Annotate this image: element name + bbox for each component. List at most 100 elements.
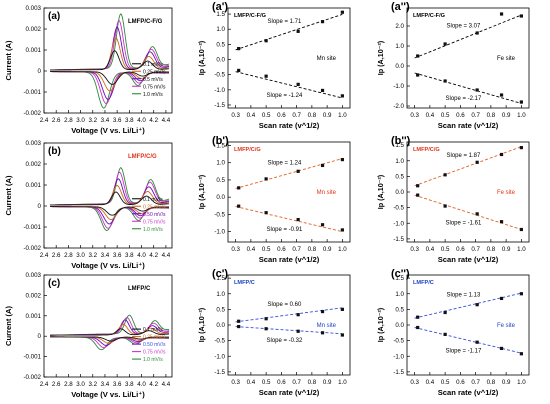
x-tick-label: 0.3 (410, 379, 419, 386)
x-tick-label: 0.4 (247, 112, 256, 119)
y-tick-label: -1.5 (393, 236, 404, 243)
plot-frame (227, 7, 351, 109)
data-point (499, 296, 504, 301)
data-point (340, 157, 344, 162)
panel-label: (a'') (391, 1, 410, 13)
y-tick-label: 0.5 (395, 173, 404, 180)
plot-frame (43, 7, 173, 114)
y-tick-label: 0.002 (26, 161, 42, 168)
fit-line (414, 146, 522, 187)
fit-line (414, 292, 522, 319)
x-tick-label: 3.0 (76, 117, 85, 124)
data-point (237, 324, 241, 329)
legend-entry: 0.75 mV/s (143, 84, 166, 90)
data-point (499, 346, 504, 351)
data-point (237, 68, 241, 73)
x-tick-label: 0.6 (277, 246, 286, 253)
panel-label: (b') (212, 135, 229, 147)
cv-curve-cathodic-0 (50, 336, 169, 342)
panel-label: (c'') (391, 268, 410, 280)
y-tick-label: -1.5 (393, 369, 404, 376)
legend-entry: 0.1 mV/s (143, 62, 163, 68)
x-tick-label: 4.2 (149, 252, 158, 259)
data-point (320, 223, 325, 227)
x-tick-label: 4.4 (162, 252, 171, 259)
data-point (499, 220, 504, 224)
data-point (296, 169, 300, 173)
x-tick-label: 0.4 (247, 379, 256, 386)
x-tick-label: 4.2 (149, 117, 158, 124)
y-tick-label: 1.0 (216, 160, 225, 167)
site-label: Mn site (317, 190, 337, 196)
y-tick-label: -1.0 (393, 353, 404, 360)
data-point (264, 39, 268, 43)
y-axis-label: Ip (A,10⁻²) (197, 174, 206, 209)
data-point (320, 309, 325, 314)
y-tick-label: 0.001 (26, 47, 42, 54)
y-tick-label: 2.0 (395, 23, 404, 30)
x-tick-label: 2.4 (40, 252, 49, 259)
x-axis-label: Voltage (V vs. Li/Li⁺) (71, 126, 145, 135)
x-tick-label: 2.8 (64, 117, 73, 124)
x-tick-label: 1.0 (338, 246, 347, 253)
x-tick-label: 0.5 (441, 379, 450, 386)
y-tick-label: 0.0 (216, 322, 225, 329)
x-tick-label: 2.6 (52, 381, 61, 388)
data-point (320, 20, 325, 24)
data-point (340, 94, 344, 98)
slope-label: Slope = -1.24 (266, 93, 303, 99)
data-point (499, 152, 504, 157)
data-point (296, 313, 300, 317)
y-tick-label: -0.5 (214, 72, 225, 79)
y-tick-label: -0.5 (214, 211, 225, 218)
data-point (416, 193, 420, 197)
data-point (443, 332, 447, 336)
x-tick-label: 3.0 (76, 252, 85, 259)
y-tick-label: 1.0 (395, 43, 404, 50)
panel-a1: 0.3 0.4 0.5 0.6 0.7 0.8 0.9 1.0 -1.5 -1.0 -0.5 0.0 0… (197, 1, 351, 130)
x-tick-label: 1.0 (338, 379, 347, 386)
x-tick-label: 3.4 (101, 252, 110, 259)
fit-line (414, 14, 522, 59)
y-tick-label: 0.5 (216, 177, 225, 184)
x-axis-label: Voltage (V vs. Li/Li⁺) (71, 261, 145, 270)
x-axis-label: Scan rate (v^1/2) (259, 121, 320, 130)
panel-b1: 0.3 0.4 0.5 0.6 0.7 0.8 0.9 1.0 -1.0 -0.5 0.0 0.5 1.… (197, 135, 351, 264)
data-point (264, 317, 268, 321)
y-tick-label: 1.0 (216, 26, 225, 33)
x-tick-label: 4.0 (137, 252, 146, 259)
data-point (416, 54, 420, 58)
y-tick-label: -0.001 (23, 224, 41, 231)
x-tick-label: 4.4 (162, 381, 171, 388)
data-point (416, 325, 420, 330)
y-tick-label: -0.5 (214, 338, 225, 345)
slope-label: Slope = -2.17 (445, 96, 482, 102)
legend-entry: 0.5 mV/s (143, 77, 163, 83)
y-tick-label: 1.5 (216, 275, 225, 282)
data-point (519, 292, 523, 296)
y-tick-label: 0.001 (26, 313, 42, 320)
sample-label: LMFP/C/G (234, 147, 261, 153)
x-tick-label: 0.8 (308, 246, 317, 253)
x-tick-label: 0.5 (262, 379, 271, 386)
x-tick-label: 0.4 (426, 246, 435, 253)
x-tick-label: 0.6 (456, 379, 465, 386)
data-point (443, 173, 447, 177)
x-tick-label: 0.7 (471, 379, 480, 386)
x-tick-label: 2.6 (52, 117, 61, 124)
x-tick-label: 0.7 (471, 246, 480, 253)
x-tick-label: 2.8 (64, 252, 73, 259)
x-tick-label: 0.7 (292, 246, 301, 253)
data-point (320, 331, 325, 335)
sample-label: LMFP/C/G (128, 154, 157, 160)
y-tick-label: -1.0 (214, 87, 225, 94)
x-tick-label: 0.3 (231, 379, 240, 386)
x-axis-label: Scan rate (v^1/2) (259, 255, 320, 264)
slope-label: Slope = -0.32 (266, 338, 303, 344)
plot-frame (406, 7, 530, 109)
y-tick-label: -0.002 (23, 245, 41, 252)
y-axis-label: Current (A) (4, 175, 13, 216)
panel-c1: 0.3 0.4 0.5 0.6 0.7 0.8 0.9 1.0 -1.5 -1.0 -0.5 0.0 0… (197, 268, 351, 397)
slope-label: Slope = 3.07 (446, 24, 481, 30)
y-tick-label: -1.0 (214, 353, 225, 360)
